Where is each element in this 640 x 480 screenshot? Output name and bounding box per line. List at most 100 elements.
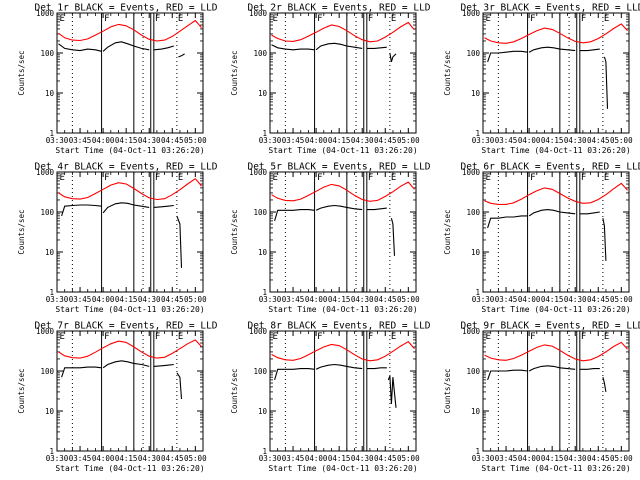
x-tick-label: 04:00 [518, 136, 541, 145]
events-rate-line [487, 369, 528, 381]
interval-label: E [391, 332, 396, 342]
events-rate-line [153, 45, 174, 51]
y-tick-label: 100 [253, 367, 267, 376]
interval-label: F [104, 332, 109, 342]
interval-label: F [155, 14, 160, 24]
x-tick-label: 04:15 [541, 136, 564, 145]
interval-label: E [178, 332, 183, 342]
x-tick-label: 04:15 [115, 136, 138, 145]
events-rate-line [176, 215, 183, 268]
y-axis-label: Counts/sec [230, 368, 239, 413]
y-tick-label: 1000 [249, 9, 268, 18]
chart-title: Det 7r BLACK = Events, RED = LLD [34, 321, 217, 332]
x-axis-label: Start Time (04-Oct-11 03:26:20) [481, 464, 630, 473]
plot-frame [482, 171, 630, 293]
interval-label: E [178, 14, 183, 24]
chart-panel-9r: Det 9r BLACK = Events, RED = LLD Counts/s… [443, 321, 640, 474]
x-tick-label: 04:15 [115, 454, 138, 463]
x-tick-label: 04:30 [138, 136, 161, 145]
events-rate-line [178, 53, 185, 58]
interval-label: F [104, 173, 109, 183]
x-tick-label: 04:30 [138, 454, 161, 463]
x-tick-label: 05:00 [184, 136, 207, 145]
x-tick-label: 05:00 [397, 454, 420, 463]
lld-rate-line [484, 182, 628, 205]
x-axis-label: Start Time (04-Oct-11 03:26:20) [55, 464, 204, 473]
events-rate-line [528, 365, 576, 372]
x-tick-label: 03:45 [495, 295, 518, 304]
interval-label: F [368, 173, 373, 183]
events-rate-line [487, 50, 528, 63]
x-tick-label: 04:00 [518, 454, 541, 463]
events-rate-line [274, 209, 315, 222]
events-rate-line [602, 377, 607, 392]
interval-label: E [273, 173, 278, 183]
interval-label: F [530, 173, 535, 183]
y-tick-label: 1000 [36, 168, 55, 177]
y-tick-label: 1 [49, 447, 54, 456]
events-rate-line [61, 204, 102, 217]
y-tick-label: 10 [471, 248, 481, 257]
lld-rate-line [58, 177, 202, 201]
chart-panel-8r: Det 8r BLACK = Events, RED = LLD Counts/s… [230, 321, 431, 474]
x-tick-label: 03:45 [69, 295, 92, 304]
y-axis-label: Counts/sec [230, 209, 239, 254]
y-tick-label: 100 [40, 208, 54, 217]
events-rate-line [579, 368, 600, 370]
interval-label: E [60, 332, 65, 342]
x-tick-label: 05:00 [610, 295, 633, 304]
y-tick-label: 10 [45, 89, 55, 98]
x-tick-label: 04:00 [92, 295, 115, 304]
chart-title: Det 9r BLACK = Events, RED = LLD [460, 321, 640, 332]
x-tick-label: 03:30 [472, 295, 495, 304]
x-tick-label: 04:45 [587, 454, 610, 463]
y-tick-label: 10 [258, 407, 268, 416]
y-tick-label: 100 [40, 49, 54, 58]
interval-label: F [155, 173, 160, 183]
x-tick-label: 04:45 [374, 136, 397, 145]
events-rate-line [102, 41, 150, 52]
x-axis-label: Start Time (04-Oct-11 03:26:20) [481, 305, 630, 314]
events-rate-line [528, 209, 576, 217]
events-rate-line [579, 48, 600, 52]
plot-frame [482, 330, 630, 452]
chart-panel-5r: Det 5r BLACK = Events, RED = LLD Counts/s… [230, 162, 431, 315]
interval-label: F [317, 332, 322, 342]
y-tick-label: 1 [262, 129, 267, 138]
x-tick-label: 04:15 [328, 454, 351, 463]
y-tick-label: 1000 [462, 168, 481, 177]
chart-panel-4r: Det 4r BLACK = Events, RED = LLD Counts/s… [17, 162, 218, 315]
x-tick-label: 03:30 [46, 454, 69, 463]
interval-label: E [391, 173, 396, 183]
x-tick-label: 04:30 [351, 136, 374, 145]
interval-label: E [486, 173, 491, 183]
x-tick-label: 04:45 [587, 136, 610, 145]
interval-label: E [391, 14, 396, 24]
plot-frame [56, 171, 204, 293]
events-rate-line [390, 218, 396, 256]
plot-frame [269, 171, 417, 293]
interval-label: F [530, 14, 535, 24]
events-rate-line [602, 218, 607, 261]
y-tick-label: 10 [258, 89, 268, 98]
x-tick-label: 03:45 [495, 136, 518, 145]
plot-frame [269, 12, 417, 134]
x-tick-label: 04:30 [351, 295, 374, 304]
y-tick-label: 1000 [36, 9, 55, 18]
x-tick-label: 03:30 [259, 295, 282, 304]
events-rate-line [102, 202, 150, 214]
y-axis-label: Counts/sec [443, 209, 452, 254]
events-rate-line [387, 375, 397, 408]
events-rate-line [366, 207, 387, 211]
plot-frame [482, 12, 630, 134]
interval-label: F [317, 173, 322, 183]
y-tick-label: 1000 [249, 168, 268, 177]
interval-label: E [604, 332, 609, 342]
x-tick-label: 03:45 [282, 136, 305, 145]
x-tick-label: 03:30 [46, 136, 69, 145]
y-axis-label: Counts/sec [17, 368, 26, 413]
x-tick-label: 03:30 [472, 454, 495, 463]
interval-label: E [60, 173, 65, 183]
interval-label: E [604, 173, 609, 183]
